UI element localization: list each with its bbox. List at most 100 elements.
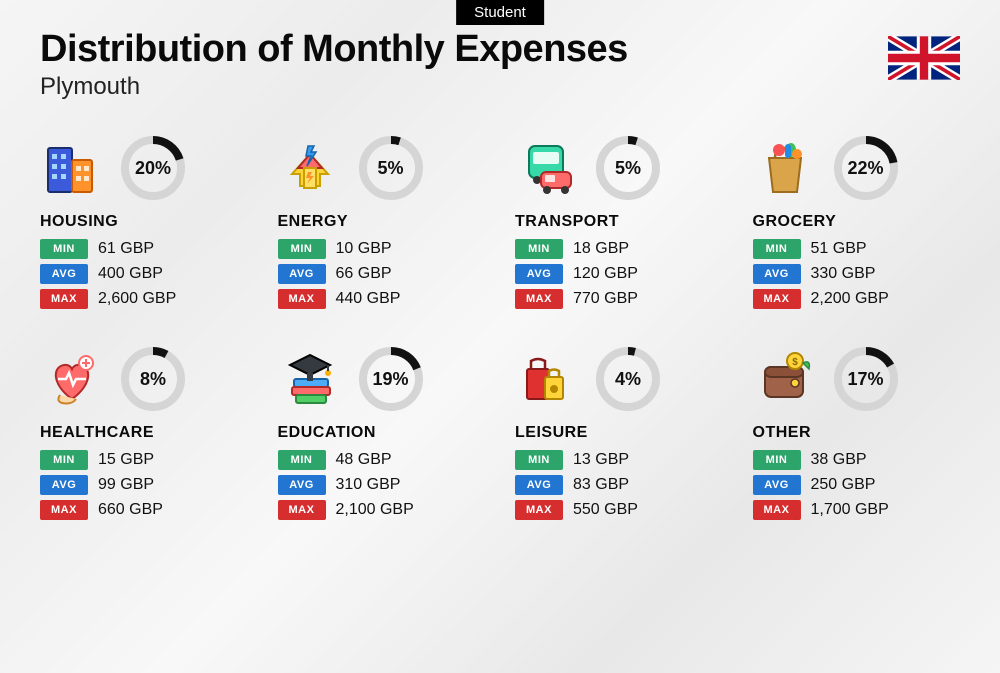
- min-value: 51 GBP: [811, 240, 867, 258]
- min-value: 15 GBP: [98, 451, 154, 469]
- percentage-ring: 4%: [595, 346, 661, 412]
- avg-row: AVG 400 GBP: [40, 264, 248, 284]
- percentage-ring: 17%: [833, 346, 899, 412]
- category-title: ENERGY: [278, 213, 486, 231]
- max-badge: MAX: [515, 289, 563, 309]
- percentage-value: 5%: [358, 135, 424, 201]
- min-badge: MIN: [278, 450, 326, 470]
- max-row: MAX 770 GBP: [515, 289, 723, 309]
- category-title: HOUSING: [40, 213, 248, 231]
- category-title: TRANSPORT: [515, 213, 723, 231]
- min-row: MIN 38 GBP: [753, 450, 961, 470]
- category-card-grocery: 22% GROCERY MIN 51 GBP AVG 330 GBP MAX 2…: [753, 133, 961, 314]
- page-title: Distribution of Monthly Expenses: [40, 28, 960, 71]
- avg-row: AVG 250 GBP: [753, 475, 961, 495]
- city-subtitle: Plymouth: [40, 73, 960, 101]
- min-row: MIN 61 GBP: [40, 239, 248, 259]
- avg-badge: AVG: [40, 475, 88, 495]
- max-row: MAX 660 GBP: [40, 500, 248, 520]
- category-card-healthcare: 8% HEALTHCARE MIN 15 GBP AVG 99 GBP MAX …: [40, 344, 248, 525]
- percentage-ring: 19%: [358, 346, 424, 412]
- max-value: 2,200 GBP: [811, 290, 889, 308]
- category-title: LEISURE: [515, 424, 723, 442]
- stats-block: MIN 51 GBP AVG 330 GBP MAX 2,200 GBP: [753, 239, 961, 309]
- percentage-value: 20%: [120, 135, 186, 201]
- stats-block: MIN 18 GBP AVG 120 GBP MAX 770 GBP: [515, 239, 723, 309]
- energy-icon: [278, 136, 342, 200]
- min-badge: MIN: [515, 450, 563, 470]
- max-value: 660 GBP: [98, 501, 163, 519]
- avg-value: 330 GBP: [811, 265, 876, 283]
- percentage-ring: 5%: [358, 135, 424, 201]
- max-row: MAX 2,100 GBP: [278, 500, 486, 520]
- category-grid: 20% HOUSING MIN 61 GBP AVG 400 GBP MAX 2…: [40, 133, 960, 525]
- category-title: EDUCATION: [278, 424, 486, 442]
- category-title: HEALTHCARE: [40, 424, 248, 442]
- avg-badge: AVG: [753, 264, 801, 284]
- max-badge: MAX: [278, 500, 326, 520]
- avg-badge: AVG: [515, 264, 563, 284]
- svg-text:$: $: [792, 357, 798, 368]
- avg-row: AVG 66 GBP: [278, 264, 486, 284]
- percentage-ring: 22%: [833, 135, 899, 201]
- max-row: MAX 2,600 GBP: [40, 289, 248, 309]
- avg-badge: AVG: [40, 264, 88, 284]
- min-value: 48 GBP: [336, 451, 392, 469]
- healthcare-icon: [40, 347, 104, 411]
- avg-row: AVG 330 GBP: [753, 264, 961, 284]
- avg-badge: AVG: [515, 475, 563, 495]
- max-value: 1,700 GBP: [811, 501, 889, 519]
- min-value: 18 GBP: [573, 240, 629, 258]
- percentage-value: 8%: [120, 346, 186, 412]
- min-row: MIN 13 GBP: [515, 450, 723, 470]
- max-badge: MAX: [515, 500, 563, 520]
- max-badge: MAX: [753, 500, 801, 520]
- min-value: 61 GBP: [98, 240, 154, 258]
- category-card-energy: 5% ENERGY MIN 10 GBP AVG 66 GBP MAX 440 …: [278, 133, 486, 314]
- percentage-value: 19%: [358, 346, 424, 412]
- other-icon: $: [753, 347, 817, 411]
- uk-flag-icon: [888, 36, 960, 80]
- max-row: MAX 1,700 GBP: [753, 500, 961, 520]
- min-badge: MIN: [753, 239, 801, 259]
- avg-row: AVG 120 GBP: [515, 264, 723, 284]
- max-badge: MAX: [753, 289, 801, 309]
- min-row: MIN 18 GBP: [515, 239, 723, 259]
- min-row: MIN 51 GBP: [753, 239, 961, 259]
- percentage-value: 5%: [595, 135, 661, 201]
- stats-block: MIN 48 GBP AVG 310 GBP MAX 2,100 GBP: [278, 450, 486, 520]
- max-row: MAX 440 GBP: [278, 289, 486, 309]
- stats-block: MIN 38 GBP AVG 250 GBP MAX 1,700 GBP: [753, 450, 961, 520]
- percentage-value: 22%: [833, 135, 899, 201]
- max-badge: MAX: [278, 289, 326, 309]
- transport-icon: [515, 136, 579, 200]
- max-row: MAX 550 GBP: [515, 500, 723, 520]
- stats-block: MIN 61 GBP AVG 400 GBP MAX 2,600 GBP: [40, 239, 248, 309]
- category-card-housing: 20% HOUSING MIN 61 GBP AVG 400 GBP MAX 2…: [40, 133, 248, 314]
- max-badge: MAX: [40, 289, 88, 309]
- avg-value: 400 GBP: [98, 265, 163, 283]
- header: Distribution of Monthly Expenses Plymout…: [40, 0, 960, 101]
- percentage-ring: 20%: [120, 135, 186, 201]
- avg-value: 310 GBP: [336, 476, 401, 494]
- max-row: MAX 2,200 GBP: [753, 289, 961, 309]
- min-badge: MIN: [40, 239, 88, 259]
- min-badge: MIN: [40, 450, 88, 470]
- stats-block: MIN 13 GBP AVG 83 GBP MAX 550 GBP: [515, 450, 723, 520]
- avg-value: 83 GBP: [573, 476, 629, 494]
- min-row: MIN 15 GBP: [40, 450, 248, 470]
- education-icon: [278, 347, 342, 411]
- stats-block: MIN 15 GBP AVG 99 GBP MAX 660 GBP: [40, 450, 248, 520]
- stats-block: MIN 10 GBP AVG 66 GBP MAX 440 GBP: [278, 239, 486, 309]
- percentage-ring: 5%: [595, 135, 661, 201]
- avg-badge: AVG: [753, 475, 801, 495]
- max-value: 440 GBP: [336, 290, 401, 308]
- max-value: 550 GBP: [573, 501, 638, 519]
- min-value: 38 GBP: [811, 451, 867, 469]
- avg-badge: AVG: [278, 475, 326, 495]
- min-row: MIN 48 GBP: [278, 450, 486, 470]
- min-badge: MIN: [515, 239, 563, 259]
- category-card-leisure: 4% LEISURE MIN 13 GBP AVG 83 GBP MAX 550…: [515, 344, 723, 525]
- percentage-value: 4%: [595, 346, 661, 412]
- category-card-other: $ 17% OTHER MIN 38 GBP AVG 250 GBP MAX 1…: [753, 344, 961, 525]
